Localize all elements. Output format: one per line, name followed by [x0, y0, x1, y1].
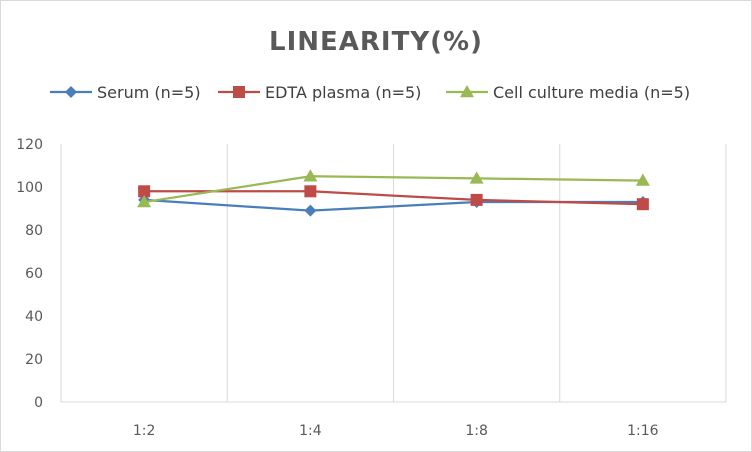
- chart-title: LINEARITY(%): [269, 27, 483, 57]
- y-tick-label: 40: [25, 309, 43, 325]
- y-axis-tick-labels: 0 20 40 60 80 100 120: [16, 137, 43, 411]
- data-point: [138, 185, 151, 198]
- x-tick-label: 1:8: [465, 423, 488, 439]
- legend-item: Serum (n=5): [50, 83, 201, 102]
- y-tick-label: 80: [25, 223, 43, 239]
- legend-item: Cell culture media (n=5): [446, 83, 690, 102]
- axes: [60, 144, 726, 403]
- legend-marker: [233, 86, 245, 98]
- data-point: [304, 204, 317, 217]
- series-group: [137, 169, 650, 217]
- legend-marker: [65, 86, 77, 98]
- legend: Serum (n=5) EDTA plasma (n=5) Cell culture…: [50, 83, 690, 102]
- y-tick-label: 120: [16, 137, 43, 153]
- y-tick-label: 100: [16, 180, 43, 196]
- data-point: [470, 193, 483, 206]
- data-point: [469, 171, 484, 184]
- legend-item: EDTA plasma (n=5): [218, 83, 421, 102]
- grid: [226, 144, 727, 402]
- series-line: [144, 190, 643, 206]
- legend-label: EDTA plasma (n=5): [265, 83, 421, 102]
- series-3: [137, 169, 650, 208]
- x-tick-label: 1:4: [299, 423, 322, 439]
- legend-label: Cell culture media (n=5): [493, 83, 690, 102]
- y-tick-label: 0: [34, 395, 43, 411]
- x-tick-label: 1:16: [627, 423, 659, 439]
- y-tick-label: 60: [25, 266, 43, 282]
- series-line: [143, 175, 643, 204]
- data-point: [137, 195, 152, 208]
- data-point: [304, 185, 317, 198]
- x-tick-label: 1:2: [133, 423, 156, 439]
- y-tick-label: 20: [25, 352, 43, 368]
- data-point: [636, 198, 649, 211]
- legend-marker: [460, 85, 474, 98]
- legend-label: Serum (n=5): [97, 83, 201, 102]
- data-point: [303, 169, 318, 182]
- series-2: [138, 185, 649, 211]
- data-point: [635, 173, 650, 186]
- x-axis-tick-labels: 1:2 1:4 1:8 1:16: [133, 423, 659, 439]
